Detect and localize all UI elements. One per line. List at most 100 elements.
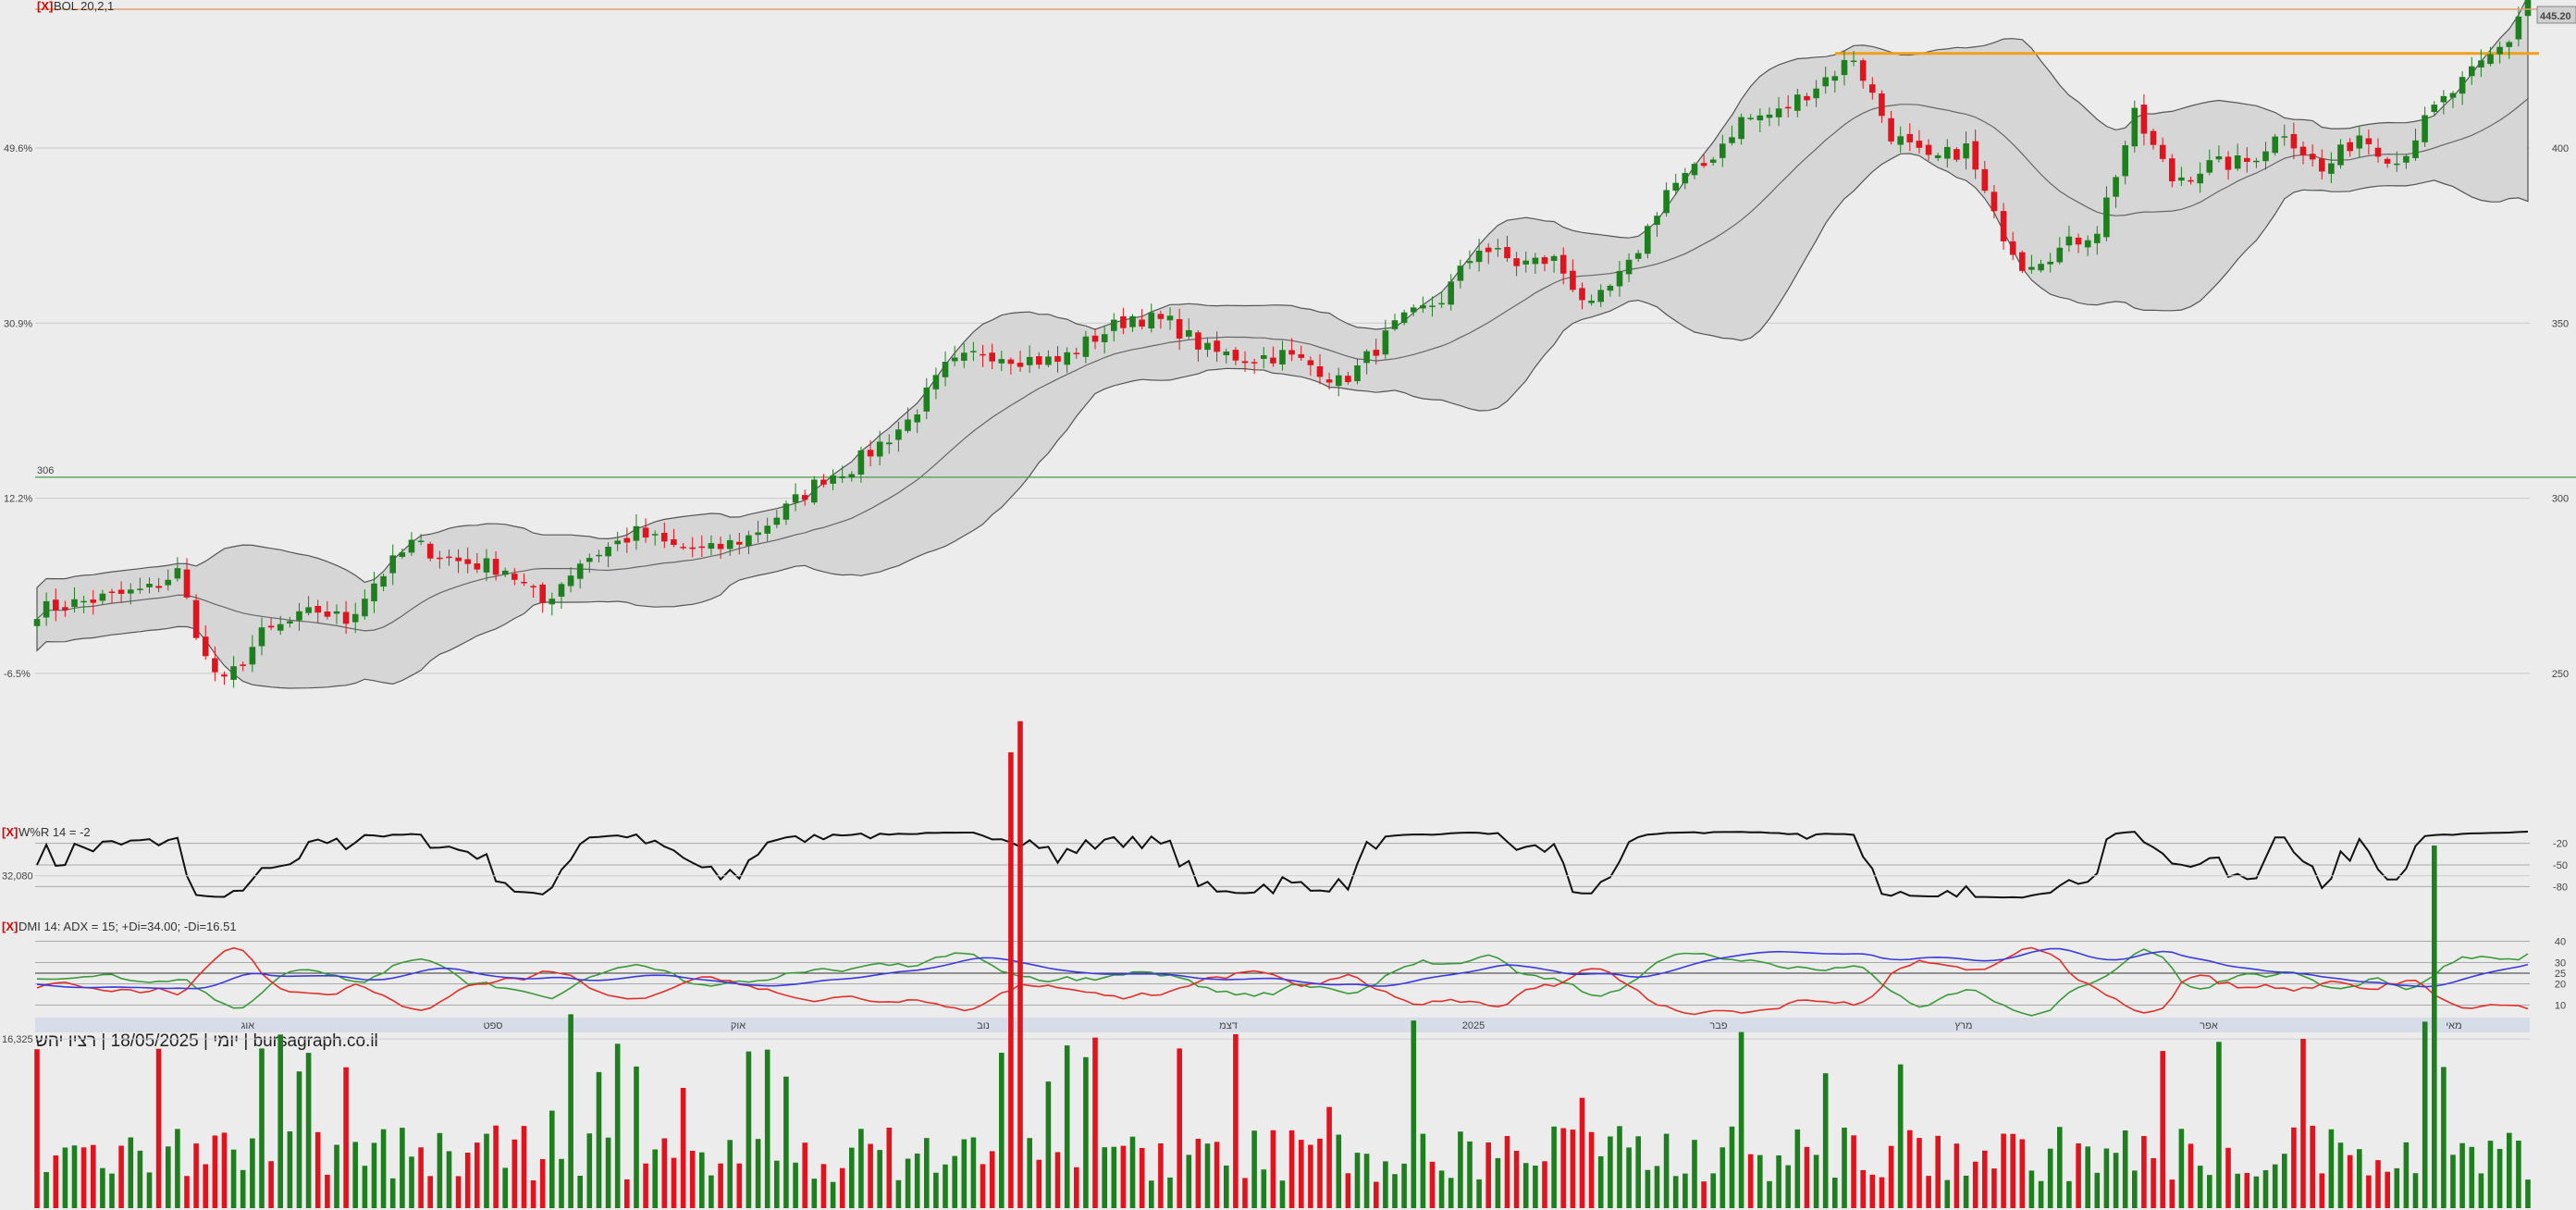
candle — [108, 588, 116, 604]
candle — [1157, 310, 1165, 329]
wpr-close-button[interactable]: [X] — [2, 825, 18, 839]
candle — [399, 548, 406, 560]
volume-bar — [80, 1147, 87, 1208]
volume-bar — [961, 1139, 968, 1208]
volume-bar — [175, 1129, 180, 1208]
candle — [1166, 307, 1174, 330]
volume-bar — [1897, 1064, 1904, 1208]
volume-grid: 16,325 32,080 — [2, 871, 2530, 1045]
candle — [671, 528, 677, 548]
candle — [2290, 122, 2298, 160]
time-tick-label: נוב — [977, 1020, 990, 1031]
volume-bar — [895, 1179, 902, 1208]
candle — [2159, 137, 2166, 163]
volume-bar — [568, 1014, 573, 1208]
last-price-tag — [2536, 6, 2576, 24]
volume-bar — [783, 1076, 789, 1208]
dmi-close-button[interactable]: [X] — [2, 920, 18, 933]
volume-bar — [577, 1176, 583, 1208]
volume-bar — [559, 1158, 564, 1208]
candle — [576, 560, 584, 589]
volume-bar — [437, 1132, 443, 1208]
time-axis-strip — [35, 1018, 2530, 1032]
volume-bar — [746, 1051, 752, 1208]
volume-bar — [2328, 1129, 2335, 1208]
candle — [848, 471, 856, 482]
volume-bar — [418, 1147, 424, 1208]
candle — [1214, 331, 1220, 363]
volume-bar — [1204, 1143, 1211, 1208]
candle — [567, 567, 574, 593]
volume-bar — [811, 1179, 818, 1208]
volume-bar — [1233, 1034, 1239, 1208]
volume-bar — [1645, 1169, 1651, 1208]
volume-bar — [1822, 1073, 1829, 1208]
volume-bar — [2047, 1148, 2053, 1208]
candle — [1091, 328, 1099, 350]
volume-bar — [549, 1110, 555, 1208]
volume-bar — [296, 1071, 302, 1208]
candle — [2000, 203, 2007, 251]
candle — [1747, 114, 1754, 121]
candle — [942, 352, 949, 387]
candle — [1073, 347, 1080, 359]
candle — [1634, 250, 1642, 263]
volume-bar — [661, 1138, 668, 1208]
candle — [1391, 314, 1399, 331]
candle — [249, 635, 256, 673]
candle — [1738, 113, 1744, 145]
volume-bar — [43, 1172, 49, 1208]
di-minus-line — [36, 946, 2529, 1016]
candle — [2038, 259, 2044, 273]
volume-bar — [464, 1153, 471, 1208]
volume-bar — [820, 1164, 827, 1208]
candle — [99, 589, 106, 606]
candle — [2197, 162, 2203, 193]
candle — [2244, 147, 2250, 173]
candle — [1869, 77, 1876, 100]
candle — [1261, 347, 1267, 369]
candle — [53, 588, 59, 622]
candle — [146, 577, 153, 594]
volume-bar — [2132, 1170, 2138, 1208]
candle — [1195, 329, 1202, 362]
volume-bar — [2225, 1147, 2231, 1208]
candle — [389, 544, 396, 586]
volume-bar — [1186, 1154, 1192, 1208]
candle — [1897, 126, 1904, 153]
candle — [1831, 70, 1839, 93]
volume-bar — [1129, 1136, 1136, 1208]
candle — [1700, 154, 1707, 168]
time-tick-label: דצמ — [1219, 1020, 1238, 1031]
candle — [1879, 90, 1885, 123]
volume-bar — [1299, 1140, 1304, 1208]
candle — [980, 344, 986, 367]
candle — [192, 594, 200, 640]
wpr-label: W%R 14 = -2 — [18, 825, 91, 839]
volume-bar — [736, 1163, 743, 1208]
candle — [1645, 223, 1651, 259]
candle — [1597, 284, 1604, 307]
candle — [2253, 157, 2260, 168]
candle — [2225, 151, 2232, 180]
candle — [417, 534, 425, 546]
volume-bar — [1533, 1166, 1538, 1208]
candle — [155, 577, 162, 593]
candle — [1963, 131, 1969, 170]
wpr-tick-label: -20 — [2553, 839, 2568, 850]
bollinger-close-button[interactable]: [X] — [37, 0, 53, 13]
volume-bar — [2207, 1175, 2212, 1208]
candle — [362, 589, 368, 620]
candle — [895, 421, 902, 452]
volume-bar — [484, 1133, 489, 1208]
volume-bar — [1495, 1157, 1501, 1208]
volume-bar — [1954, 1143, 1960, 1208]
support-level-label: 306 — [37, 465, 54, 476]
volume-bar — [793, 1162, 798, 1208]
volume-bar — [1102, 1147, 1107, 1208]
volume-bar — [305, 1053, 312, 1208]
candle — [773, 510, 781, 529]
volume-bar — [530, 1180, 536, 1208]
